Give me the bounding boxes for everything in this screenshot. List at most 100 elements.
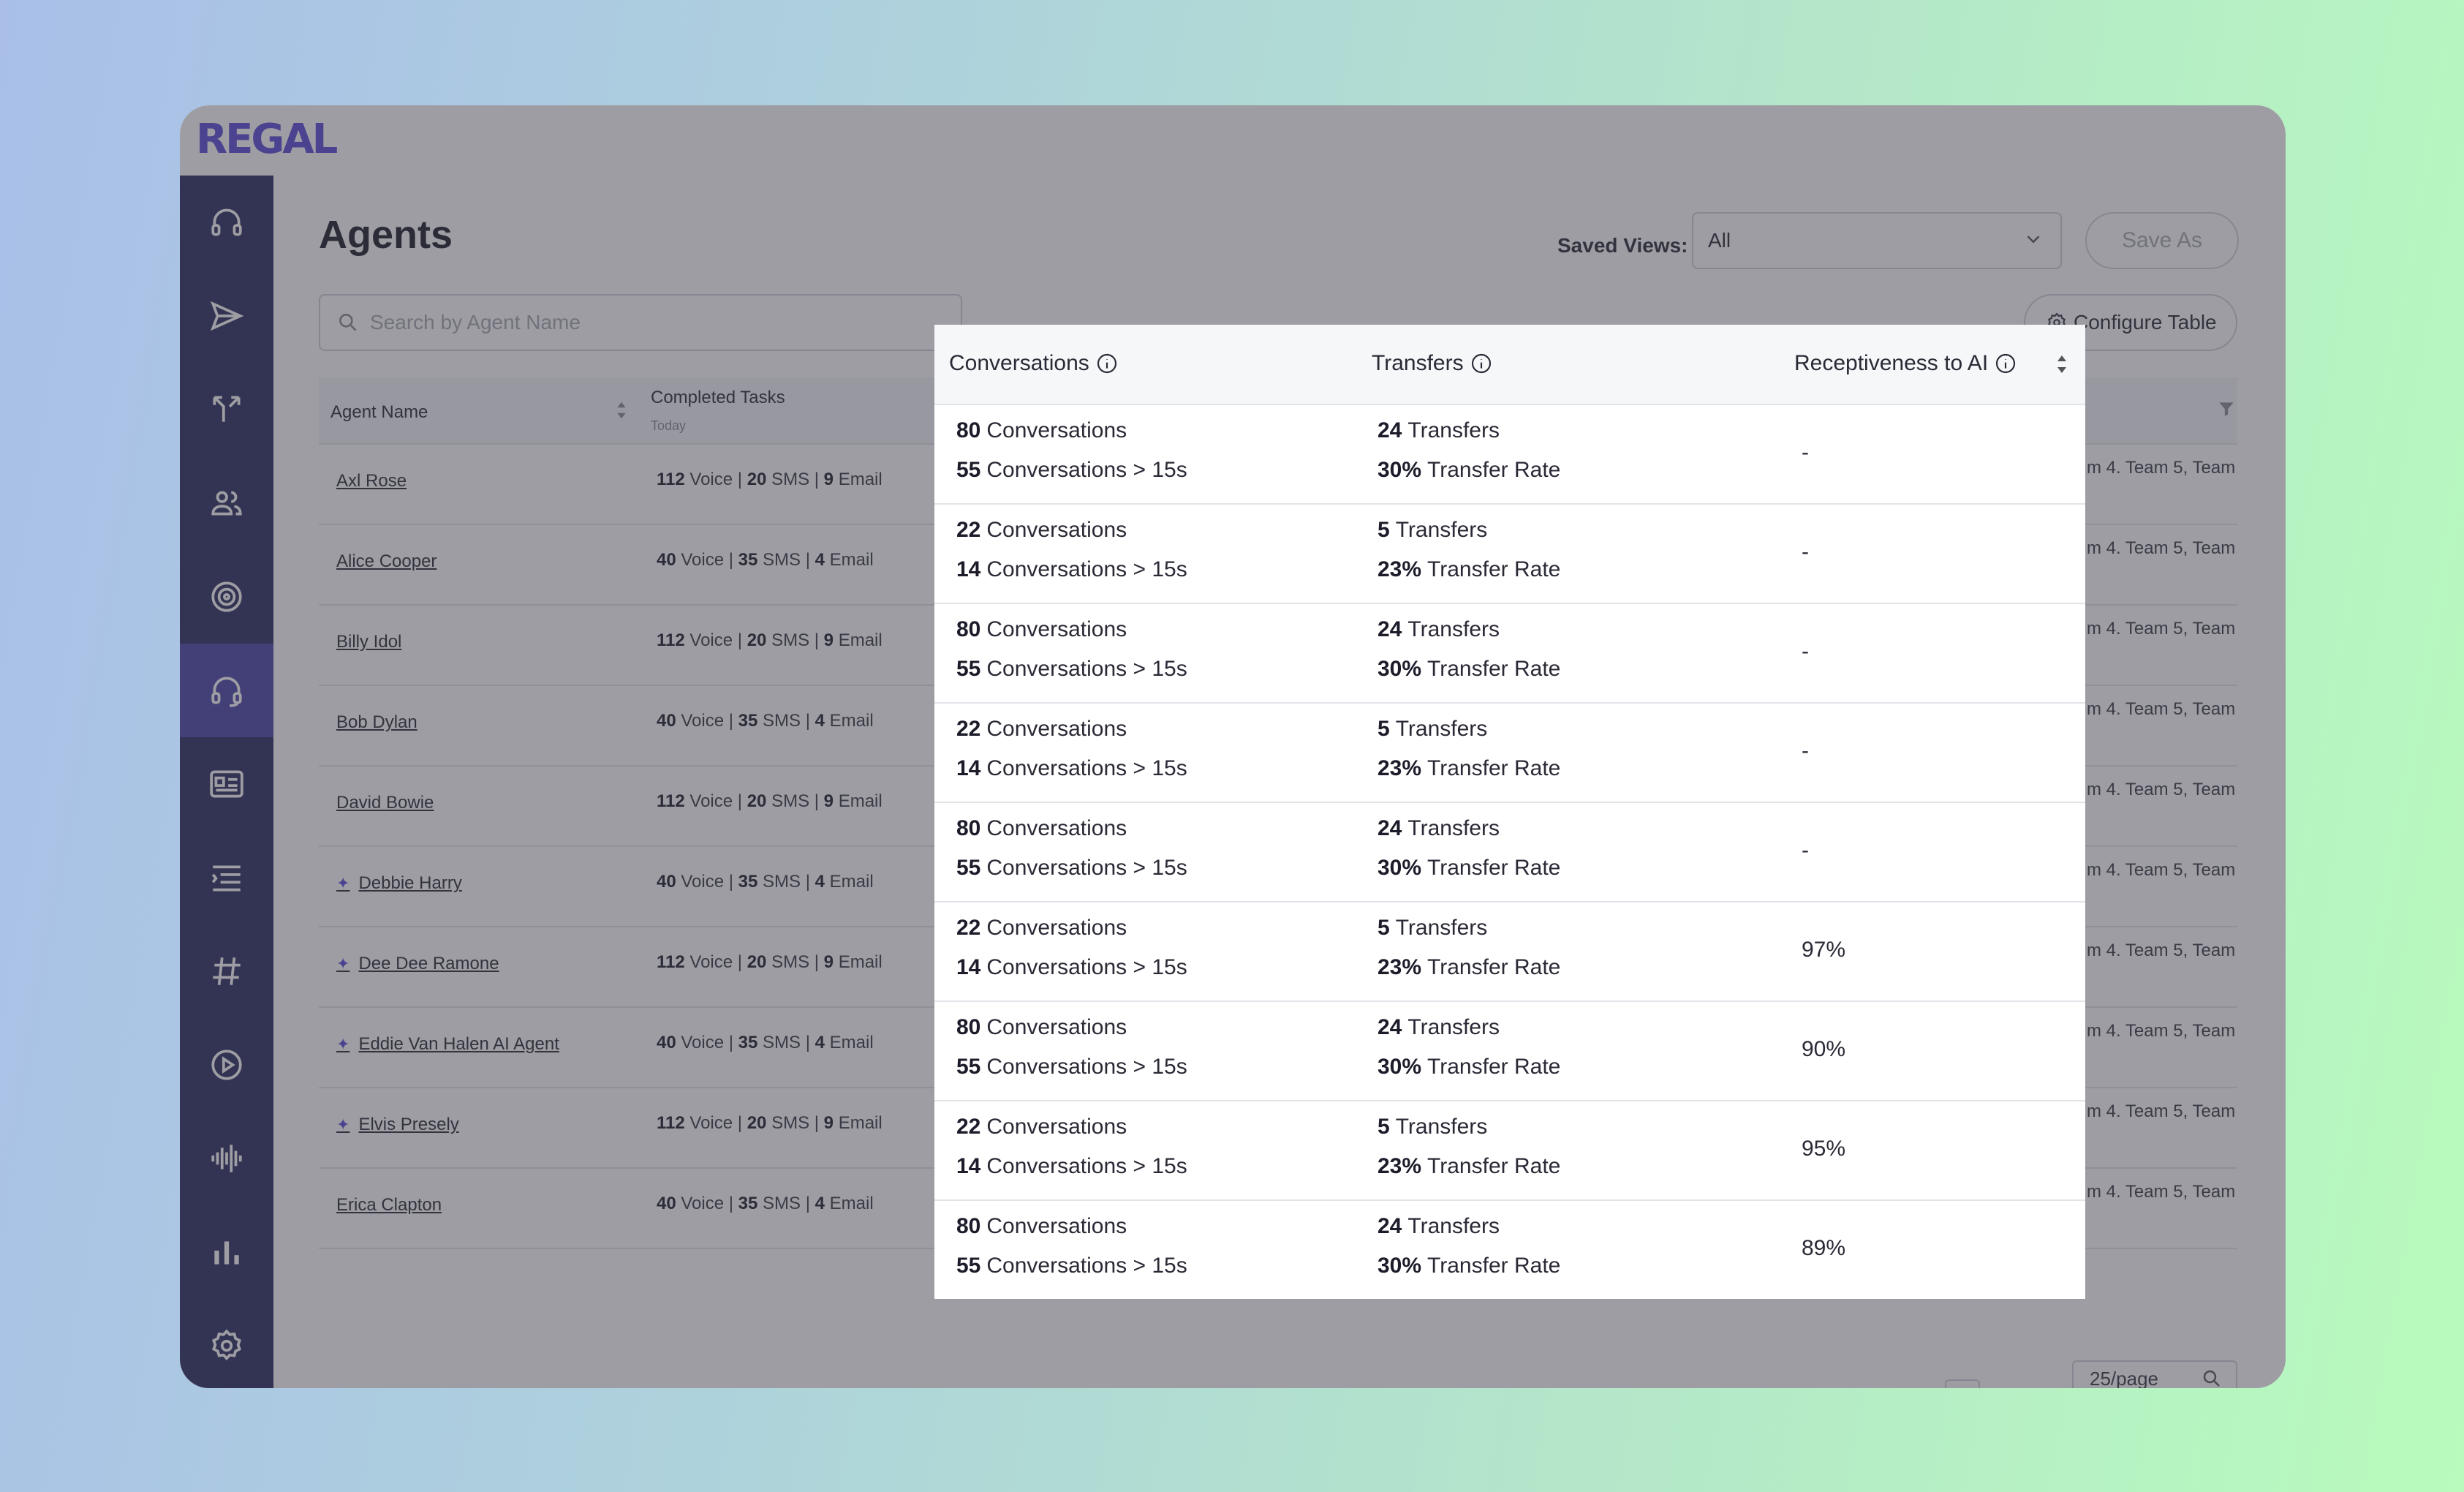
conversations-count-line: 80 Conversations [956,418,1127,443]
popup-row: 80 Conversations 55 Conversations > 15s 24 Tr… [934,603,2085,704]
transfers-count: 5 [1378,1115,1390,1139]
conversations-15s-line: 55 Conversations > 15s [956,856,1187,881]
popup-column-conversations[interactable]: Conversations [949,351,1119,376]
conversations-15s-count: 55 [956,458,981,482]
receptiveness-value: - [1802,440,1809,464]
conversations-15s-label: Conversations > 15s [986,1055,1187,1079]
popup-column-transfers[interactable]: Transfers [1372,351,1493,376]
popup-column-receptiveness[interactable]: Receptiveness to AI [1794,351,2017,376]
receptiveness-value: - [1802,639,1809,663]
transfer-rate-value: 30% [1378,657,1422,681]
transfer-rate-value: 23% [1378,557,1422,581]
transfer-rate-line: 23% Transfer Rate [1378,557,1560,582]
transfers-count-line: 24 Transfers [1378,1015,1500,1040]
transfers-count-line: 24 Transfers [1378,816,1500,841]
receptiveness-value: 89% [1802,1236,1846,1260]
conversations-15s-line: 14 Conversations > 15s [956,557,1187,582]
transfer-rate-label: Transfer Rate [1427,657,1561,681]
conversations-count-line: 22 Conversations [956,518,1127,543]
transfers-count-line: 24 Transfers [1378,617,1500,642]
transfers-count: 24 [1378,1214,1402,1238]
transfer-rate-label: Transfer Rate [1427,856,1561,880]
conversations-15s-line: 55 Conversations > 15s [956,657,1187,682]
receptiveness-value: - [1802,540,1809,564]
conversations-15s-label: Conversations > 15s [986,657,1187,681]
conversations-count: 80 [956,418,981,442]
conversations-count: 22 [956,916,981,940]
conversations-15s-label: Conversations > 15s [986,1254,1187,1278]
conversations-count: 22 [956,1115,981,1139]
conversations-count-line: 22 Conversations [956,916,1127,941]
conversations-label: Conversations [986,717,1127,741]
receptiveness-value: 97% [1802,938,1846,962]
transfers-count: 24 [1378,418,1402,442]
receptiveness-value: 95% [1802,1137,1846,1161]
conversations-15s-label: Conversations > 15s [986,756,1187,780]
popup-row: 80 Conversations 55 Conversations > 15s 24 Tr… [934,404,2085,505]
info-icon[interactable] [1994,352,2017,375]
conversations-count: 80 [956,1214,981,1238]
conversations-15s-count: 55 [956,1254,981,1278]
transfer-rate-line: 23% Transfer Rate [1378,1154,1560,1179]
transfer-rate-label: Transfer Rate [1427,1055,1561,1079]
transfers-count: 5 [1378,518,1390,542]
conversations-15s-label: Conversations > 15s [986,1154,1187,1178]
conversations-count: 22 [956,717,981,741]
transfer-rate-value: 30% [1378,1254,1422,1278]
transfers-count-line: 24 Transfers [1378,418,1500,443]
transfers-label: Transfers [1395,518,1488,542]
conversations-count: 80 [956,617,981,641]
conversations-15s-count: 14 [956,955,981,979]
transfers-count: 24 [1378,1015,1402,1039]
conversations-label: Conversations [986,617,1127,641]
conversations-count: 80 [956,1015,981,1039]
popup-row: 80 Conversations 55 Conversations > 15s 24 Tr… [934,802,2085,903]
transfers-label: Transfers [1407,816,1500,840]
transfer-rate-value: 23% [1378,1154,1422,1178]
conversations-count-line: 22 Conversations [956,717,1127,742]
transfers-label: Transfers [1407,1015,1500,1039]
conversations-count-line: 80 Conversations [956,617,1127,642]
transfers-label: Transfers [1407,418,1500,442]
popup-row: 22 Conversations 14 Conversations > 15s 5 Tra… [934,503,2085,604]
transfer-rate-line: 30% Transfer Rate [1378,657,1560,682]
transfer-rate-line: 30% Transfer Rate [1378,458,1560,483]
conversations-label: Conversations [986,916,1127,940]
sort-icon[interactable] [2055,353,2069,376]
transfers-count-line: 5 Transfers [1378,717,1487,742]
transfer-rate-line: 30% Transfer Rate [1378,856,1560,881]
conversations-15s-count: 55 [956,1055,981,1079]
transfers-count-line: 24 Transfers [1378,1214,1500,1239]
conversations-15s-label: Conversations > 15s [986,955,1187,979]
transfer-rate-value: 30% [1378,1055,1422,1079]
conversations-count: 80 [956,816,981,840]
conversations-15s-line: 55 Conversations > 15s [956,458,1187,483]
info-icon[interactable] [1470,352,1493,375]
conversations-15s-label: Conversations > 15s [986,557,1187,581]
transfers-label: Transfers [1395,916,1488,940]
conversations-label: Conversations [986,1115,1127,1139]
transfer-rate-label: Transfer Rate [1427,1254,1561,1278]
transfers-label: Transfers [1395,1115,1488,1139]
conversations-15s-count: 14 [956,756,981,780]
conversations-15s-count: 14 [956,557,981,581]
popup-row: 80 Conversations 55 Conversations > 15s 24 Tr… [934,1199,2085,1299]
popup-column-receptiveness-label: Receptiveness to AI [1794,351,1989,375]
transfer-rate-value: 30% [1378,856,1422,880]
info-icon[interactable] [1095,352,1119,375]
transfer-rate-label: Transfer Rate [1427,557,1561,581]
transfer-rate-label: Transfer Rate [1427,756,1561,780]
conversations-15s-line: 55 Conversations > 15s [956,1055,1187,1080]
transfers-count-line: 5 Transfers [1378,916,1487,941]
transfers-label: Transfers [1407,1214,1500,1238]
transfer-rate-label: Transfer Rate [1427,458,1561,482]
conversations-label: Conversations [986,518,1127,542]
transfers-count: 24 [1378,816,1402,840]
conversations-15s-line: 14 Conversations > 15s [956,756,1187,781]
receptiveness-value: - [1802,838,1809,862]
conversations-count-line: 80 Conversations [956,1015,1127,1040]
transfers-count-line: 5 Transfers [1378,518,1487,543]
conversations-count-line: 22 Conversations [956,1115,1127,1139]
conversations-15s-count: 14 [956,1154,981,1178]
conversations-label: Conversations [986,418,1127,442]
